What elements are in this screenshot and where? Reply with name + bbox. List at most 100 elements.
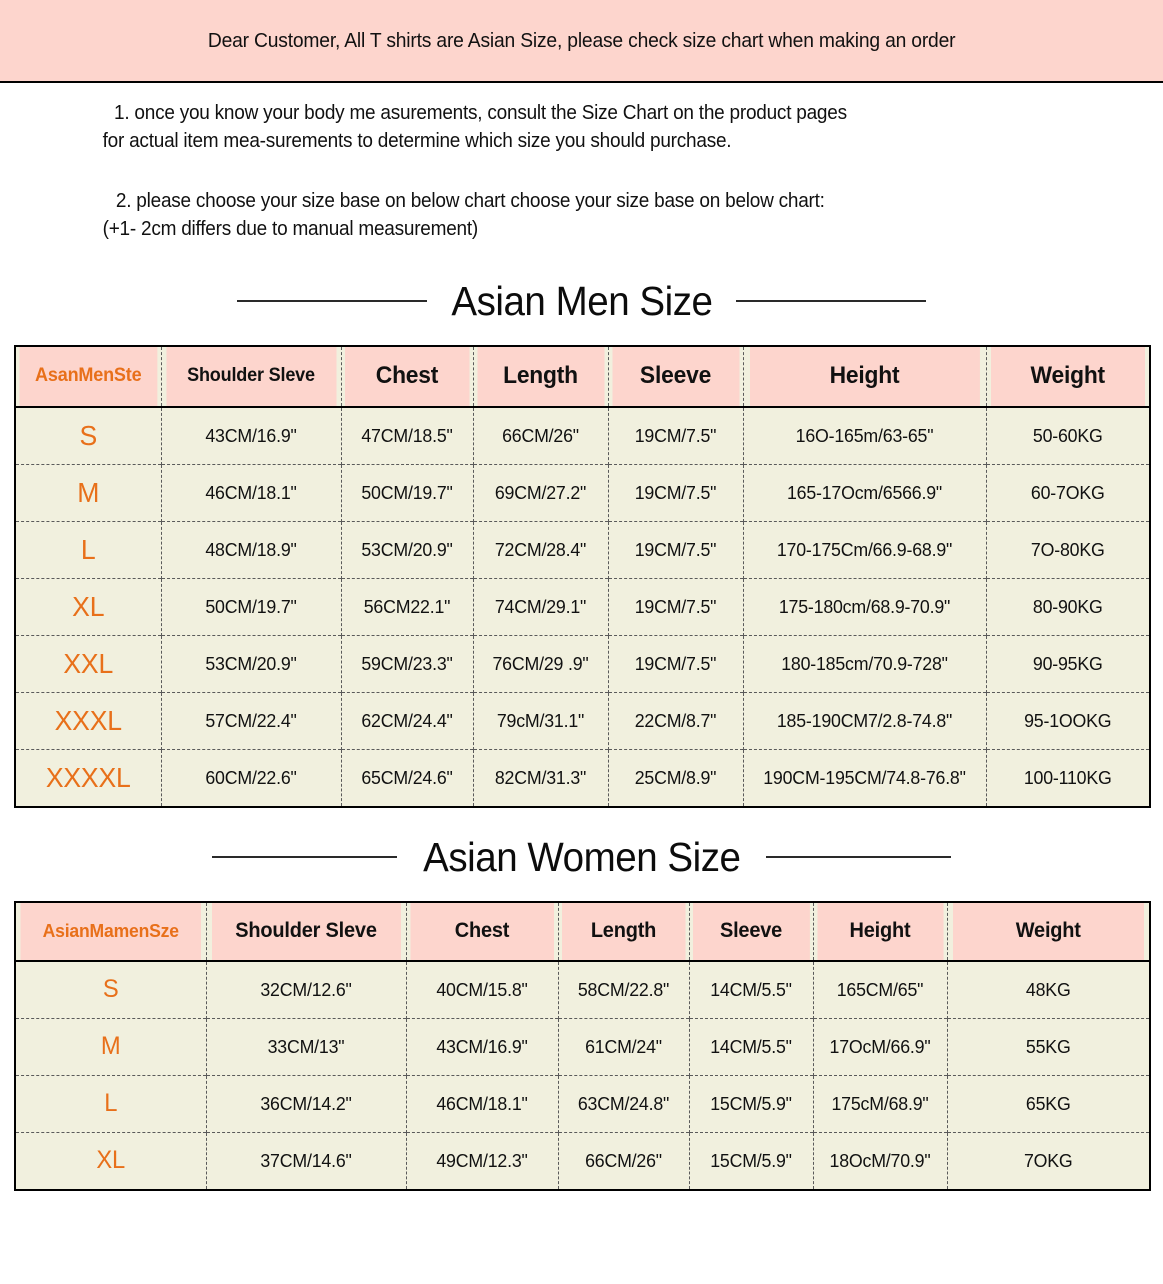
- table-row: L 48CM/18.9" 53CM/20.9" 72CM/28.4" 19CM/…: [15, 520, 1150, 579]
- women-table-body: S 32CM/12.6" 40CM/15.8" 58CM/22.8" 14CM/…: [15, 960, 1150, 1190]
- men-col-header-shoulder: Shoulder Sleve: [165, 345, 337, 408]
- men-row-length: 76CM/29 .9": [475, 634, 606, 693]
- women-row-height: 18OcM/70.9": [815, 1131, 945, 1190]
- men-row-chest: 53CM/20.9": [343, 520, 471, 579]
- instruction-line-1: 1. once you know your body me asurements…: [114, 102, 847, 124]
- women-row-chest: 49CM/12.3": [408, 1131, 555, 1190]
- table-row: S 32CM/12.6" 40CM/15.8" 58CM/22.8" 14CM/…: [15, 960, 1150, 1019]
- women-row-chest: 43CM/16.9": [408, 1017, 555, 1076]
- men-row-weight: 80-90KG: [988, 577, 1147, 636]
- men-row-shoulder: 46CM/18.1": [164, 463, 338, 522]
- women-row-shoulder: 37CM/14.6": [209, 1131, 402, 1190]
- men-row-sleeve: 19CM/7.5": [610, 463, 741, 522]
- table-row: XXL 53CM/20.9" 59CM/23.3" 76CM/29 .9" 19…: [15, 634, 1150, 693]
- women-col-header-shoulder: Shoulder Sleve: [210, 901, 401, 962]
- women-row-height: 175cM/68.9": [815, 1074, 945, 1133]
- women-size-table: AsianMamenSze Shoulder Sleve Chest Lengt…: [14, 900, 1151, 1191]
- women-row-chest: 40CM/15.8": [408, 960, 555, 1019]
- men-row-chest: 65CM/24.6": [343, 748, 471, 807]
- men-section-title: Asian Men Size: [0, 278, 1163, 325]
- men-row-chest: 59CM/23.3": [343, 634, 471, 693]
- men-row-sleeve: 19CM/7.5": [610, 577, 741, 636]
- men-row-weight: 90-95KG: [988, 634, 1147, 693]
- title-rule-right: [766, 856, 952, 859]
- women-title-text: Asian Women Size: [422, 833, 741, 880]
- men-row-height: 185-190CM7/2.8-74.8": [747, 691, 982, 750]
- women-section-title: Asian Women Size: [0, 834, 1163, 881]
- notice-banner-text: Dear Customer, All T shirts are Asian Si…: [207, 28, 956, 52]
- men-row-sleeve: 19CM/7.5": [610, 406, 741, 465]
- table-row: XXXXL 60CM/22.6" 65CM/24.6" 82CM/31.3" 2…: [15, 748, 1150, 807]
- notice-banner: Dear Customer, All T shirts are Asian Si…: [0, 0, 1163, 83]
- men-row-height: 180-185cm/70.9-728": [747, 634, 982, 693]
- men-row-length: 82CM/31.3": [475, 748, 606, 807]
- men-row-sleeve: 19CM/7.5": [610, 634, 741, 693]
- men-row-chest: 50CM/19.7": [343, 463, 471, 522]
- men-row-shoulder: 43CM/16.9": [164, 406, 338, 465]
- men-row-length: 72CM/28.4": [475, 520, 606, 579]
- women-row-shoulder: 36CM/14.2": [209, 1074, 402, 1133]
- women-row-weight: 48KG: [950, 960, 1146, 1019]
- men-row-chest: 56CM22.1": [343, 577, 471, 636]
- men-row-weight: 100-110KG: [988, 748, 1147, 807]
- table-row: L 36CM/14.2" 46CM/18.1" 63CM/24.8" 15CM/…: [15, 1074, 1150, 1133]
- women-row-length: 66CM/26": [560, 1131, 687, 1190]
- men-row-size: XL: [18, 577, 158, 636]
- men-row-size: S: [79, 419, 98, 451]
- women-col-header-sleeve: Sleeve: [691, 901, 810, 962]
- women-table-header-row: AsianMamenSze Shoulder Sleve Chest Lengt…: [15, 901, 1150, 962]
- table-row: XL 50CM/19.7" 56CM22.1" 74CM/29.1" 19CM/…: [15, 577, 1150, 636]
- men-table-body: S 43CM/16.9" 47CM/18.5" 66CM/26" 19CM/7.…: [15, 406, 1150, 807]
- men-row-sleeve: 22CM/8.7": [610, 691, 741, 750]
- instruction-line-4: (+1- 2cm differs due to manual measureme…: [102, 218, 479, 241]
- women-col-header-height: Height: [815, 901, 944, 962]
- men-col-header-size: AsanMenSte: [18, 345, 158, 408]
- instruction-line-2: for actual item mea-surements to determi…: [102, 130, 732, 153]
- women-row-size: S: [102, 975, 119, 1004]
- men-row-height: 170-175Cm/66.9-68.9": [747, 520, 982, 579]
- men-row-length: 69CM/27.2": [475, 463, 606, 522]
- men-row-height: 165-17Ocm/6566.9": [747, 463, 982, 522]
- men-row-length: 66CM/26": [475, 406, 606, 465]
- men-row-height: 16O-165m/63-65": [747, 406, 982, 465]
- table-row: M 46CM/18.1" 50CM/19.7" 69CM/27.2" 19CM/…: [15, 463, 1150, 522]
- women-col-header-length: Length: [560, 901, 686, 962]
- women-row-weight: 55KG: [950, 1017, 1146, 1076]
- women-row-sleeve: 15CM/5.9": [690, 1074, 811, 1133]
- men-col-header-weight: Weight: [989, 345, 1146, 408]
- women-row-height: 165CM/65": [815, 960, 945, 1019]
- men-row-size: L: [18, 520, 158, 579]
- men-size-table-wrapper: AsanMenSte Shoulder Sleve Chest Length S…: [0, 344, 1163, 808]
- women-col-header-size: AsianMamenSze: [19, 901, 202, 962]
- men-title-text: Asian Men Size: [450, 277, 713, 324]
- men-row-length: 74CM/29.1": [475, 577, 606, 636]
- title-rule-right: [736, 300, 927, 303]
- men-row-size: XXXL: [18, 691, 158, 750]
- men-row-shoulder: 50CM/19.7": [164, 577, 338, 636]
- men-row-weight: 60-7OKG: [988, 463, 1147, 522]
- title-rule-left: [211, 856, 397, 859]
- men-row-height: 175-180cm/68.9-70.9": [747, 577, 982, 636]
- women-size-table-wrapper: AsianMamenSze Shoulder Sleve Chest Lengt…: [0, 900, 1163, 1191]
- women-col-header-weight: Weight: [951, 901, 1145, 962]
- men-row-shoulder: 60CM/22.6": [164, 748, 338, 807]
- men-row-chest: 47CM/18.5": [343, 406, 471, 465]
- table-row: M 33CM/13" 43CM/16.9" 61CM/24" 14CM/5.5"…: [15, 1017, 1150, 1076]
- men-row-weight: 7O-80KG: [988, 520, 1147, 579]
- men-col-header-length: Length: [475, 345, 605, 408]
- table-row: XL 37CM/14.6" 49CM/12.3" 66CM/26" 15CM/5…: [15, 1131, 1150, 1190]
- men-table-header-row: AsanMenSte Shoulder Sleve Chest Length S…: [15, 345, 1150, 408]
- women-row-length: 61CM/24": [560, 1017, 687, 1076]
- women-row-size: M: [19, 1017, 202, 1076]
- women-row-length: 63CM/24.8": [560, 1074, 687, 1133]
- women-row-weight: 7OKG: [950, 1131, 1146, 1190]
- women-row-shoulder: 33CM/13": [209, 1017, 402, 1076]
- women-row-length: 58CM/22.8": [560, 960, 687, 1019]
- women-row-sleeve: 14CM/5.5": [690, 960, 811, 1019]
- women-row-shoulder: 32CM/12.6": [209, 960, 402, 1019]
- men-row-length: 79cM/31.1": [475, 691, 606, 750]
- men-row-size: M: [18, 463, 158, 522]
- men-col-header-sleeve: Sleeve: [610, 345, 740, 408]
- women-row-size: L: [19, 1074, 202, 1133]
- men-row-size: XXXXL: [18, 748, 158, 807]
